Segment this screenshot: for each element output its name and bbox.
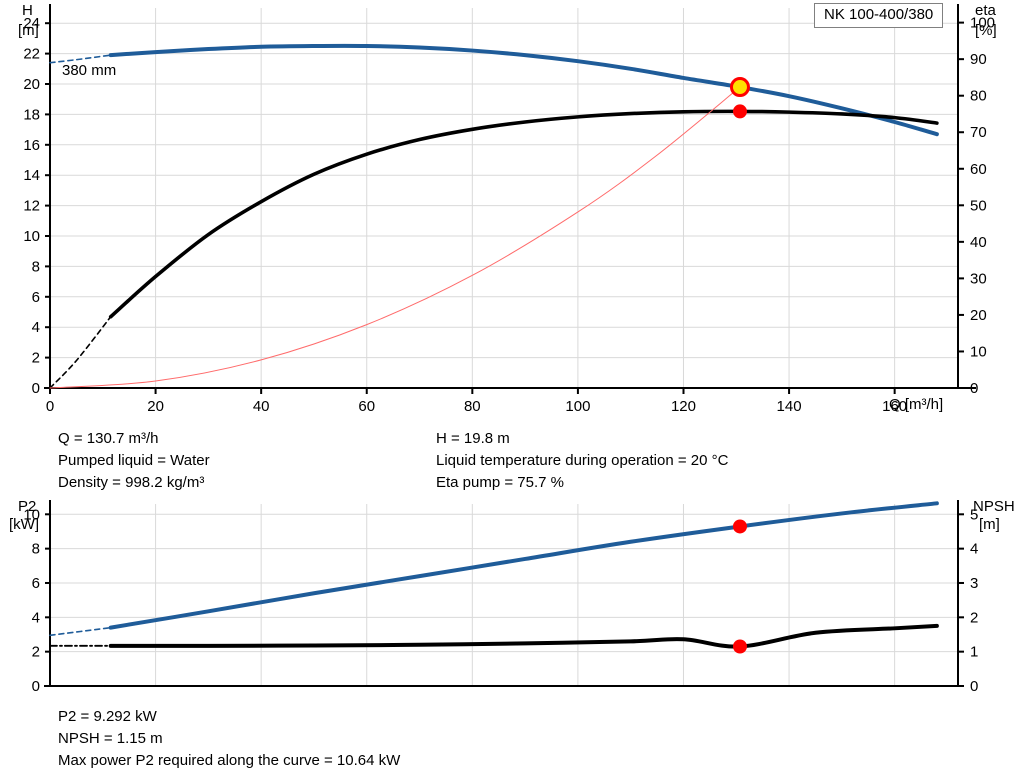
upper-chart-gridlines — [49, 8, 958, 389]
lower-right-axis-title-unit1: NPSH — [973, 498, 1015, 515]
info-right-1: Liquid temperature during operation = 20… — [436, 452, 729, 469]
upper-right-tick-label: 60 — [970, 161, 987, 178]
series-power-p2- — [108, 501, 939, 630]
series-efficiency-extrapolated- — [49, 315, 112, 389]
upper-left-tick-label: 20 — [23, 76, 40, 93]
series-head-h- — [108, 43, 939, 137]
upper-right-tick-label: 90 — [970, 51, 987, 68]
upper-left-tick-label: 4 — [32, 319, 40, 336]
head-efficiency-chart: 0 2 4 6 8 10 12 14 16 18 20 22 24 0 10 20 30 40 50 60 70 80 90… — [18, 2, 997, 415]
lower-right-tick-label: 1 — [970, 644, 978, 661]
series-power-extrapolated- — [49, 626, 112, 637]
lower-right-tick-label: 5 — [970, 506, 978, 523]
lower-left-tick-label: 6 — [32, 575, 40, 592]
lower-right-tick-label: 2 — [970, 609, 978, 626]
lower-right-tick-label: 0 — [970, 678, 978, 695]
duty-point-npsh — [732, 639, 747, 654]
upper-left-tick-label: 10 — [23, 228, 40, 245]
lower-right-tick-label: 4 — [970, 541, 978, 558]
upper-left-tick-label: 6 — [32, 289, 40, 306]
duty-point-eta — [732, 104, 747, 119]
info-left-2: Density = 998.2 kg/m³ — [58, 474, 205, 491]
lower-left-axis-title-unit2: [kW] — [9, 516, 39, 533]
upper-right-tick-label: 30 — [970, 270, 987, 287]
upper-right-tick-label: 50 — [970, 197, 987, 214]
upper-right-tick-label: 100 — [970, 15, 995, 32]
upper-x-tick-label: 140 — [777, 398, 802, 415]
lower-left-tick-label: 4 — [32, 609, 40, 626]
lower-left-tick-label: 8 — [32, 541, 40, 558]
duty-point-head — [729, 77, 750, 98]
upper-x-tick-label: 0 — [46, 398, 54, 415]
pump-model-legend: NK 100-400/380 — [814, 3, 944, 28]
upper-x-tick-label: 100 — [565, 398, 590, 415]
impeller-diameter-annotation: 380 mm — [62, 62, 117, 79]
upper-x-tick-label: 160 — [882, 398, 907, 415]
upper-x-tick-label: 20 — [147, 398, 164, 415]
series-npsh — [108, 623, 939, 649]
lower-left-tick-label: 0 — [32, 678, 40, 695]
head-efficiency-plot: 0246810121416182022240102030405060708090… — [23, 4, 995, 415]
upper-x-tick-label: 120 — [671, 398, 696, 415]
info-right-0: H = 19.8 m — [436, 430, 510, 447]
lower-left-tick-label: 10 — [23, 506, 40, 523]
info-left-1: Pumped liquid = Water — [58, 452, 210, 469]
upper-left-axis-title-unit1: H — [22, 2, 33, 19]
upper-right-tick-label: 0 — [970, 380, 978, 397]
series-head-extrapolated- — [49, 54, 112, 64]
upper-x-tick-label: 40 — [253, 398, 270, 415]
upper-left-tick-label: 18 — [23, 106, 40, 123]
upper-left-tick-label: 0 — [32, 380, 40, 397]
bottom-info-0: P2 = 9.292 kW — [58, 708, 157, 725]
upper-x-tick-label: 60 — [358, 398, 375, 415]
lower-left-axis-title-unit1: P2 — [18, 498, 37, 515]
series-system-curve — [49, 86, 741, 389]
upper-right-tick-label: 40 — [970, 234, 987, 251]
lower-right-tick-label: 3 — [970, 575, 978, 592]
upper-right-axis-title-unit1: eta — [975, 2, 996, 19]
upper-left-axis-title-unit2: [m] — [18, 22, 39, 39]
upper-left-tick-label: 16 — [23, 137, 40, 154]
lower-left-tick-label: 2 — [32, 644, 40, 661]
bottom-info-2: Max power P2 required along the curve = … — [58, 752, 401, 769]
upper-x-axis-title: Q [m³/h] — [889, 396, 944, 413]
upper-left-tick-label: 22 — [23, 46, 40, 63]
upper-left-tick-label: 2 — [32, 350, 40, 367]
upper-right-tick-label: 70 — [970, 124, 987, 141]
upper-left-tick-label: 12 — [23, 198, 40, 215]
upper-left-tick-label: 24 — [23, 15, 40, 32]
duty-point-power — [732, 519, 747, 534]
series-efficiency-eta- — [108, 109, 939, 319]
lower-chart-gridlines — [49, 504, 958, 687]
upper-left-tick-label: 14 — [23, 167, 40, 184]
upper-right-tick-label: 20 — [970, 307, 987, 324]
upper-x-tick-label: 80 — [464, 398, 481, 415]
lower-right-axis-title-unit2: [m] — [979, 516, 1000, 533]
upper-right-tick-label: 10 — [970, 343, 987, 360]
bottom-info-1: NPSH = 1.15 m — [58, 730, 163, 747]
upper-left-tick-label: 8 — [32, 258, 40, 275]
power-npsh-chart: 0 2 4 6 8 10 0 1 2 3 4 5 P2 [kW] NPSH [m] — [0, 496, 1024, 701]
info-right-2: Eta pump = 75.7 % — [436, 474, 564, 491]
upper-right-tick-label: 80 — [970, 88, 987, 105]
upper-right-axis-title-unit2: [%] — [975, 22, 997, 39]
power-npsh-plot: 0 2 4 6 8 10 0 1 2 3 4 5 — [23, 500, 978, 695]
info-left-0: Q = 130.7 m³/h — [58, 430, 159, 447]
